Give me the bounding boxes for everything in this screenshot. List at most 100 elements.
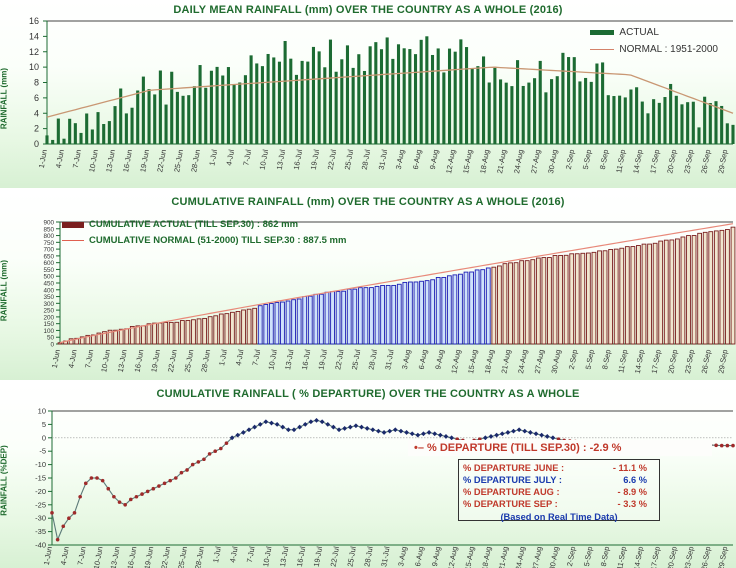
svg-text:21-Aug: 21-Aug — [499, 349, 512, 374]
svg-text:8-Sep: 8-Sep — [598, 149, 610, 170]
svg-text:28-Jul: 28-Jul — [362, 545, 374, 567]
svg-text:29-Sep: 29-Sep — [716, 546, 729, 568]
svg-text:22-Jun: 22-Jun — [166, 349, 179, 373]
svg-text:14-Sep: 14-Sep — [631, 149, 644, 174]
svg-text:6-Aug: 6-Aug — [413, 546, 425, 567]
svg-text:12-Aug: 12-Aug — [444, 149, 457, 174]
svg-text:24-Aug: 24-Aug — [512, 149, 525, 174]
svg-text:7-Jun: 7-Jun — [71, 149, 83, 169]
svg-text:0: 0 — [42, 433, 46, 442]
svg-text:26-Sep: 26-Sep — [699, 546, 712, 568]
svg-text:11-Sep: 11-Sep — [616, 349, 629, 374]
svg-text:0: 0 — [50, 342, 54, 349]
svg-text:150: 150 — [43, 321, 54, 328]
svg-text:750: 750 — [43, 240, 54, 247]
svg-text:27-Aug: 27-Aug — [531, 546, 544, 568]
svg-text:10-Jul: 10-Jul — [261, 545, 273, 567]
svg-text:28-Jun: 28-Jun — [193, 546, 206, 568]
svg-text:25-Jul: 25-Jul — [350, 348, 362, 370]
svg-text:13-Jun: 13-Jun — [116, 349, 129, 373]
svg-text:19-Jun: 19-Jun — [138, 149, 151, 173]
svg-text:4-Jul: 4-Jul — [224, 148, 236, 166]
svg-text:4-Jun: 4-Jun — [54, 149, 66, 169]
svg-text:30-Aug: 30-Aug — [546, 149, 559, 174]
svg-text:400: 400 — [43, 287, 54, 294]
svg-text:8-Sep: 8-Sep — [600, 349, 612, 370]
svg-text:2-Sep: 2-Sep — [565, 546, 577, 567]
svg-text:10-Jun: 10-Jun — [92, 546, 105, 568]
svg-text:26-Sep: 26-Sep — [700, 349, 713, 374]
svg-text:250: 250 — [43, 308, 54, 315]
svg-text:12-Aug: 12-Aug — [449, 349, 462, 374]
svg-text:15-Aug: 15-Aug — [463, 546, 476, 568]
svg-text:550: 550 — [43, 267, 54, 274]
svg-text:1-Jul: 1-Jul — [217, 348, 229, 366]
svg-text:27-Aug: 27-Aug — [533, 349, 546, 374]
svg-text:2: 2 — [34, 124, 39, 134]
svg-text:18-Aug: 18-Aug — [483, 349, 496, 374]
svg-text:25-Jun: 25-Jun — [176, 546, 189, 568]
svg-text:16: 16 — [29, 16, 39, 26]
svg-text:16-Jul: 16-Jul — [300, 348, 312, 370]
svg-text:500: 500 — [43, 274, 54, 281]
svg-text:5-Sep: 5-Sep — [582, 546, 594, 567]
svg-text:31-Jul: 31-Jul — [379, 545, 391, 567]
svg-text:16-Jul: 16-Jul — [295, 545, 307, 567]
svg-text:3-Aug: 3-Aug — [400, 349, 412, 370]
svg-text:7-Jun: 7-Jun — [83, 349, 95, 369]
svg-text:6-Aug: 6-Aug — [417, 349, 429, 370]
svg-text:4: 4 — [34, 108, 39, 118]
svg-text:22-Jul: 22-Jul — [333, 348, 345, 370]
svg-text:-25: -25 — [35, 500, 46, 509]
svg-text:14-Sep: 14-Sep — [633, 349, 646, 374]
svg-text:21-Aug: 21-Aug — [495, 149, 508, 174]
svg-text:19-Jul: 19-Jul — [309, 148, 321, 170]
svg-text:6: 6 — [34, 93, 39, 103]
svg-text:16-Jul: 16-Jul — [292, 148, 304, 170]
svg-text:350: 350 — [43, 294, 54, 301]
svg-text:31-Jul: 31-Jul — [377, 148, 389, 170]
svg-text:30-Aug: 30-Aug — [547, 546, 560, 568]
svg-text:25-Jul: 25-Jul — [345, 545, 357, 567]
svg-text:22-Jun: 22-Jun — [155, 149, 168, 173]
svg-text:13-Jul: 13-Jul — [275, 148, 287, 170]
svg-text:17-Sep: 17-Sep — [648, 149, 661, 174]
svg-text:29-Sep: 29-Sep — [716, 149, 729, 174]
svg-text:9-Aug: 9-Aug — [433, 349, 445, 370]
svg-text:20-Sep: 20-Sep — [665, 149, 678, 174]
svg-text:15-Aug: 15-Aug — [461, 149, 474, 174]
svg-text:1-Jun: 1-Jun — [50, 349, 62, 369]
svg-text:1-Jul: 1-Jul — [211, 545, 223, 563]
svg-text:19-Jul: 19-Jul — [317, 348, 329, 370]
svg-text:1-Jun: 1-Jun — [42, 546, 54, 566]
svg-text:200: 200 — [43, 314, 54, 321]
svg-text:27-Aug: 27-Aug — [529, 149, 542, 174]
svg-text:22-Jul: 22-Jul — [326, 148, 338, 170]
svg-text:1-Jul: 1-Jul — [207, 148, 219, 166]
svg-text:1-Jun: 1-Jun — [37, 149, 49, 169]
svg-text:11-Sep: 11-Sep — [614, 149, 627, 174]
svg-text:10: 10 — [38, 407, 46, 416]
svg-text:17-Sep: 17-Sep — [649, 546, 662, 568]
svg-text:13-Jun: 13-Jun — [109, 546, 122, 568]
svg-text:19-Jun: 19-Jun — [149, 349, 162, 373]
svg-text:23-Sep: 23-Sep — [683, 349, 696, 374]
svg-text:-20: -20 — [35, 487, 46, 496]
svg-text:28-Jun: 28-Jun — [199, 349, 212, 373]
svg-text:12-Aug: 12-Aug — [446, 546, 459, 568]
svg-text:-35: -35 — [35, 527, 46, 536]
svg-text:4-Jul: 4-Jul — [234, 348, 246, 366]
svg-text:3-Aug: 3-Aug — [396, 546, 408, 567]
svg-text:4-Jul: 4-Jul — [228, 545, 240, 563]
svg-text:29-Sep: 29-Sep — [716, 349, 729, 374]
svg-text:25-Jun: 25-Jun — [172, 149, 185, 173]
svg-text:10-Jun: 10-Jun — [87, 149, 100, 173]
svg-text:0: 0 — [34, 139, 39, 149]
svg-text:28-Jun: 28-Jun — [189, 149, 202, 173]
svg-text:800: 800 — [43, 233, 54, 240]
svg-text:2-Sep: 2-Sep — [567, 349, 579, 370]
svg-text:13-Jul: 13-Jul — [278, 545, 290, 567]
svg-text:5: 5 — [42, 420, 46, 429]
svg-text:13-Jun: 13-Jun — [104, 149, 117, 173]
svg-text:18-Aug: 18-Aug — [478, 149, 491, 174]
